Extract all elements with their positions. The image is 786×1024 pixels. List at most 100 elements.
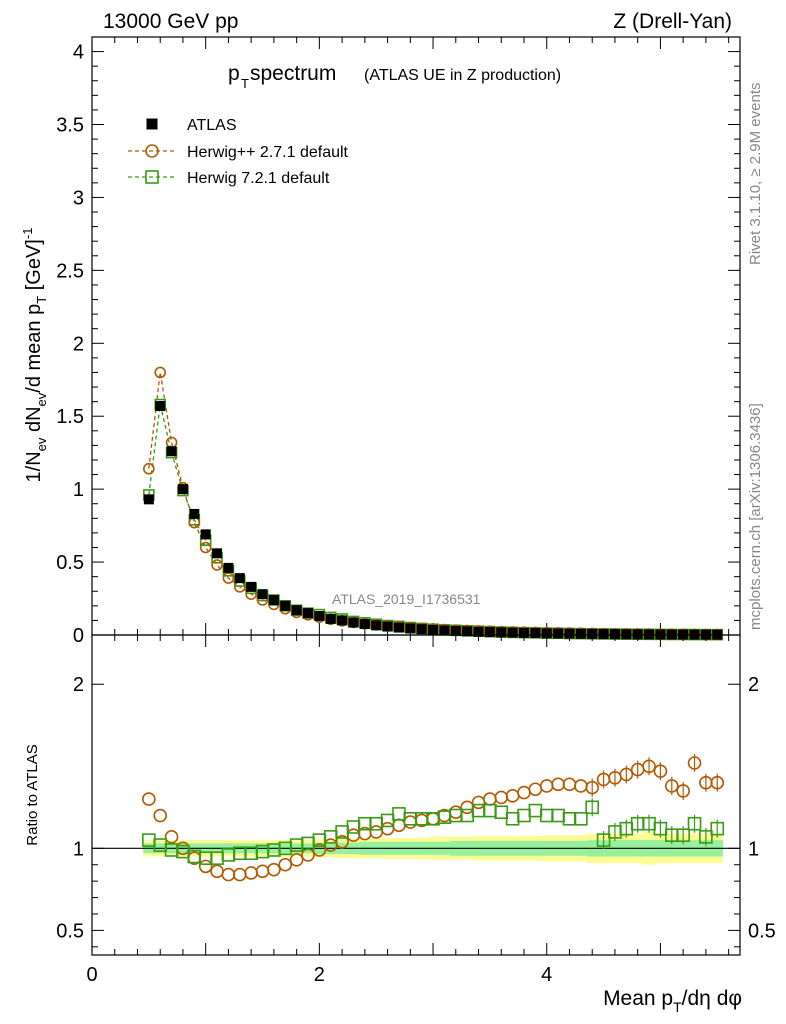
data-point-herwigpp [380,821,395,836]
ratio-series-1-points [142,798,725,865]
title-main: p [228,62,240,85]
mcplots-label: mcplots.cern.ch [arXiv:1306.3436] [747,403,764,630]
data-point-atlas [200,529,211,540]
data-point-herwig7 [574,811,588,826]
main-ylabel-text: 1/Nev dNev/d mean pT [GeV]-1 [20,228,49,483]
data-point-atlas [609,629,620,640]
data-point-herwig7 [494,805,509,820]
header-right: Z (Drell-Yan) [613,10,732,33]
data-point-atlas [382,621,393,632]
analysis-watermark: ATLAS_2019_I1736531 [332,591,481,607]
data-point-herwigpp [517,785,531,800]
data-point-herwigpp [392,818,406,833]
data-point-atlas [212,548,223,559]
data-point-herwigpp [369,825,384,839]
data-point-herwigpp [448,805,463,820]
legend-label: ATLAS [187,117,237,134]
data-point-atlas [587,628,598,639]
title-detail: (ATLAS UE in Z production) [364,67,561,84]
data-point-herwig7 [145,170,159,184]
data-point-herwigpp [255,864,270,879]
data-point-herwigpp [211,559,223,571]
data-point-atlas [644,629,655,640]
title-main-rest: spectrum [250,62,336,85]
data-point-herwigpp [267,862,281,877]
data-point-herwigpp [244,866,258,880]
y-tick-label: 3 [73,187,84,209]
data-point-atlas [359,619,370,630]
x-tick-label: 2 [314,964,325,986]
data-point-herwig7 [699,830,713,844]
data-point-herwigpp [494,790,509,805]
y-tick-label: 2 [73,333,84,355]
y-tick-label-right: 0.5 [748,920,776,942]
data-point-herwigpp [653,764,668,779]
data-point-atlas [393,622,404,633]
ratio-panel: 0.5 0.5 1 1 2 2 0 2 4 [56,634,776,986]
data-point-atlas [598,629,609,640]
xlabel: Mean pT/dη dφ [603,987,742,1015]
data-point-herwig7 [585,800,600,815]
main-ylabel: 1/Nev dNev/d mean pT [GeV]-1 [20,228,49,483]
ratio-frame [91,634,741,956]
ratio-ylabel: Ratio to ATLAS [24,744,41,845]
data-point-atlas [484,627,495,638]
data-point-atlas [257,589,268,600]
data-point-herwigpp [278,857,293,872]
data-point-herwigpp [198,859,213,874]
data-point-atlas [234,573,245,584]
y-tick-label-right: 1 [748,838,759,860]
y-tick-label: 1 [73,479,84,501]
y-tick-label: 2 [73,674,84,696]
data-point-herwigpp [426,811,440,826]
data-point-atlas [280,600,291,611]
y-tick-label: 3.5 [56,115,84,137]
data-point-herwigpp [585,780,600,795]
data-point-atlas [246,581,257,592]
data-point-atlas [143,494,154,505]
data-point-atlas [177,484,188,495]
data-point-herwigpp [153,808,168,823]
data-point-herwigpp [143,462,155,475]
data-point-atlas [450,625,461,636]
data-point-herwig7 [483,803,497,818]
data-point-atlas [189,508,200,519]
data-point-herwigpp [619,767,634,782]
data-point-herwigpp [145,144,159,158]
data-point-atlas [325,613,336,624]
data-point-atlas [405,623,416,634]
data-point-atlas [223,562,234,573]
data-point-herwigpp [562,777,577,792]
data-point-herwig7 [551,808,565,823]
data-point-herwig7 [505,811,520,826]
y-tick-label: 1.5 [56,406,84,428]
data-point-herwig7 [539,808,554,823]
main-panel: 0 0.5 1 1.5 2 2.5 3 3.5 4 [56,36,741,647]
data-point-atlas [507,627,518,638]
data-point-atlas [575,628,586,639]
data-point-atlas [439,625,450,636]
data-point-herwigpp [199,541,212,554]
data-point-herwigpp [676,784,690,798]
data-point-atlas [530,628,541,639]
data-point-herwig7 [596,833,611,847]
data-point-herwigpp [483,792,497,806]
y-tick-label: 0.5 [56,920,84,942]
data-point-herwigpp [222,572,235,584]
data-point-herwig7 [517,808,531,823]
data-point-herwigpp [539,779,554,793]
y-tick-label: 4 [73,42,84,64]
data-point-atlas [303,608,313,619]
data-point-herwigpp [221,867,236,882]
data-point-atlas [496,627,507,638]
data-point-herwigpp [164,830,179,844]
y-tick-label: 2.5 [56,260,84,282]
data-point-atlas [462,626,473,637]
data-point-atlas [268,594,279,605]
data-point-atlas [621,629,632,640]
data-point-herwig7 [528,803,543,818]
data-point-herwig7 [676,828,690,843]
data-point-atlas [291,605,302,616]
data-point-atlas [146,118,158,130]
